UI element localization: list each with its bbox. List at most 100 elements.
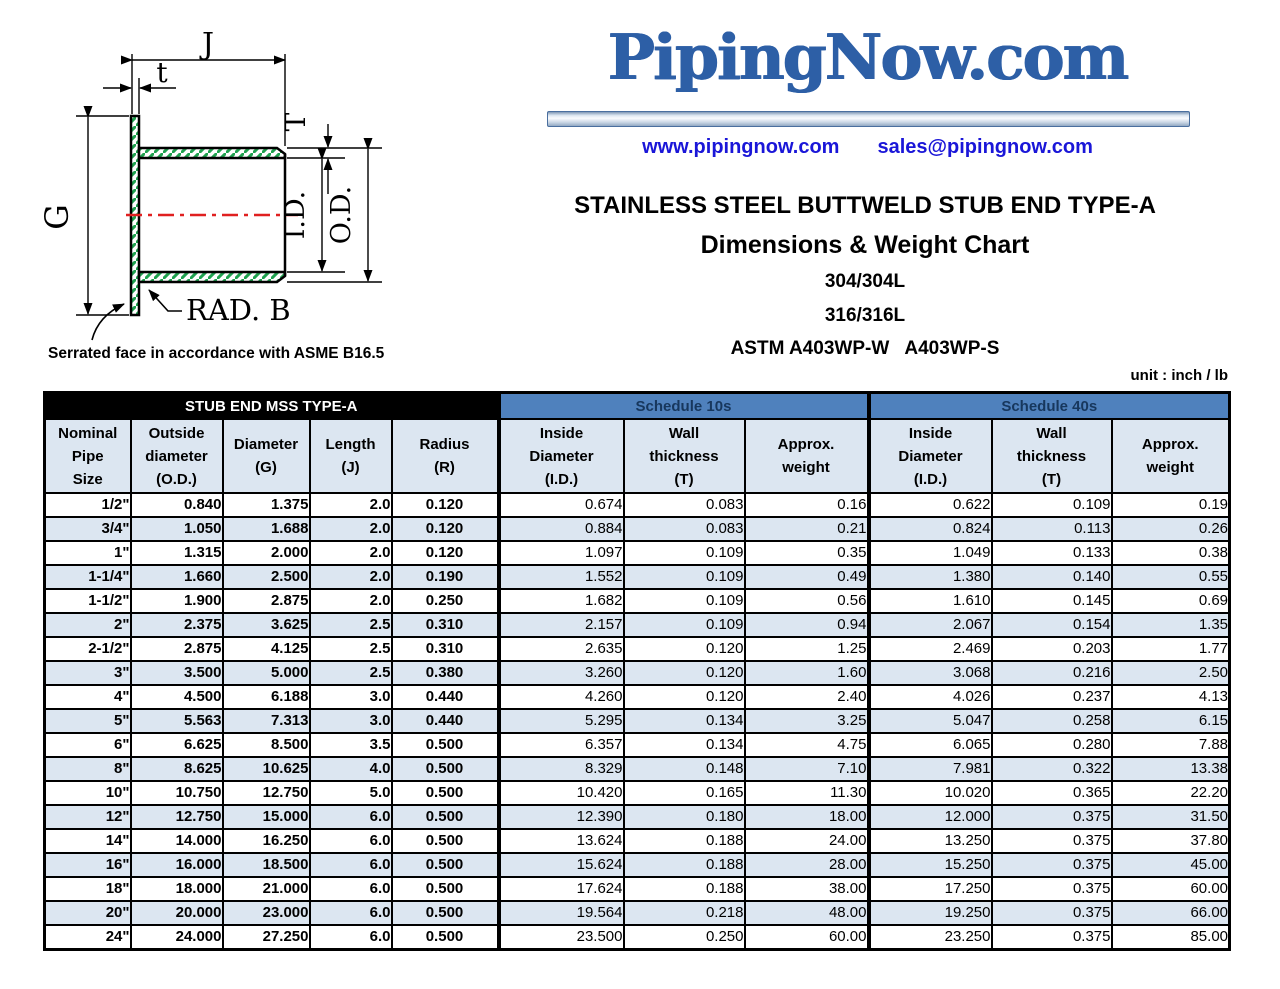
- page-subtitle: Dimensions & Weight Chart: [700, 231, 1030, 259]
- cell: 0.203: [990, 636, 1113, 662]
- cell: 4.125: [221, 636, 311, 662]
- pipe-graphic: [547, 111, 1190, 127]
- cell: 10.420: [496, 780, 625, 806]
- cell: 2.5: [308, 612, 393, 638]
- cell: 15.624: [496, 852, 625, 878]
- cell: 14.000: [129, 828, 224, 854]
- website-link[interactable]: www.pipingnow.com: [642, 136, 840, 158]
- cell: 5.047: [866, 708, 993, 734]
- table-row: 18" 18.000 21.000 6.0 0.500 17.624 0.188 38.00 1…: [43, 876, 1231, 902]
- cell: 0.55: [1110, 564, 1231, 590]
- cell: 1-1/4": [43, 564, 132, 590]
- cell: 2.067: [866, 612, 993, 638]
- cell: 0.218: [622, 900, 746, 926]
- stub-end-diagram: J t G T I.D.: [38, 27, 385, 362]
- cell: 0.500: [390, 852, 500, 878]
- dim-label-OD: O.D.: [326, 186, 357, 244]
- cell: 0.133: [990, 540, 1113, 566]
- cell: 0.365: [990, 780, 1113, 806]
- cell: 2": [43, 612, 132, 638]
- cell: 8.500: [221, 732, 311, 758]
- cell: 19.250: [866, 900, 993, 926]
- dim-J: [121, 54, 286, 146]
- email-link[interactable]: sales@pipingnow.com: [877, 136, 1093, 158]
- cell: 15.000: [221, 804, 311, 830]
- cell: 3.068: [866, 660, 993, 686]
- cell: 0.375: [990, 876, 1113, 902]
- table-row: 5" 5.563 7.313 3.0 0.440 5.295 0.134 3.25 5.047 0…: [43, 708, 1231, 734]
- cell: 8.625: [129, 756, 224, 782]
- cell: 0.500: [390, 756, 500, 782]
- cell: 0.500: [390, 804, 500, 830]
- column-header: Wall thickness (T): [990, 418, 1113, 494]
- contact-links: www.pipingnow.com sales@pipingnow.com: [545, 136, 1190, 159]
- cell: 0.190: [390, 564, 500, 590]
- column-header: Approx. weight: [1110, 418, 1231, 494]
- cell: 10": [43, 780, 132, 806]
- cell: 0.120: [622, 660, 746, 686]
- cell: 0.134: [622, 732, 746, 758]
- column-header: Approx. weight: [743, 418, 870, 494]
- cell: 3.25: [743, 708, 870, 734]
- astm-spec: ASTM A403WP-W A403WP-S: [730, 338, 1000, 359]
- rad-b-label: RAD. B: [186, 293, 291, 327]
- cell: 1.380: [866, 564, 993, 590]
- cell: 0.500: [390, 828, 500, 854]
- cell: 0.145: [990, 588, 1113, 614]
- cell: 0.49: [743, 564, 870, 590]
- column-header: Inside Diameter (I.D.): [496, 418, 625, 494]
- cell: 12": [43, 804, 132, 830]
- dim-t: [103, 78, 176, 114]
- cell: 0.165: [622, 780, 746, 806]
- cell: 5.295: [496, 708, 625, 734]
- cell: 2.875: [221, 588, 311, 614]
- cell: 66.00: [1110, 900, 1231, 926]
- cell: 7.313: [221, 708, 311, 734]
- cell: 0.250: [390, 588, 500, 614]
- cell: 20.000: [129, 900, 224, 926]
- cell: 2.50: [1110, 660, 1231, 686]
- cell: 0.180: [622, 804, 746, 830]
- cell: 13.250: [866, 828, 993, 854]
- cell: 0.500: [390, 780, 500, 806]
- cell: 1.097: [496, 540, 625, 566]
- cell: 0.500: [390, 900, 500, 926]
- cell: 1.25: [743, 636, 870, 662]
- table-row: 2-1/2" 2.875 4.125 2.5 0.310 2.635 0.120 1.25 2.…: [43, 636, 1231, 662]
- cell: 2.000: [221, 540, 311, 566]
- cell: 17.624: [496, 876, 625, 902]
- cell: 1.35: [1110, 612, 1231, 638]
- column-header: Length (J): [308, 418, 393, 494]
- cell: 1.049: [866, 540, 993, 566]
- stub-end-section: [126, 114, 298, 317]
- cell: 0.154: [990, 612, 1113, 638]
- dim-label-T: T: [279, 112, 312, 131]
- cell: 0.188: [622, 828, 746, 854]
- cell: 12.750: [129, 804, 224, 830]
- table-row: 4" 4.500 6.188 3.0 0.440 4.260 0.120 2.40 4.026 0…: [43, 684, 1231, 710]
- cell: 23.250: [866, 924, 993, 951]
- table-row: 1-1/4" 1.660 2.500 2.0 0.190 1.552 0.109 0.49 1.…: [43, 564, 1231, 590]
- cell: 15.250: [866, 852, 993, 878]
- cell: 3.260: [496, 660, 625, 686]
- cell: 8.329: [496, 756, 625, 782]
- cell: 0.884: [496, 516, 625, 542]
- table-row: 1" 1.315 2.000 2.0 0.120 1.097 0.109 0.35 1.049 0…: [43, 540, 1231, 566]
- cell: 0.083: [622, 492, 746, 518]
- cell: 16": [43, 852, 132, 878]
- cell: 0.188: [622, 876, 746, 902]
- table-row: 10" 10.750 12.750 5.0 0.500 10.420 0.165 11.30 1…: [43, 780, 1231, 806]
- cell: 2.0: [308, 492, 393, 518]
- cell: 14": [43, 828, 132, 854]
- cell: 0.69: [1110, 588, 1231, 614]
- cell: 16.250: [221, 828, 311, 854]
- cell: 20": [43, 900, 132, 926]
- cell: 0.16: [743, 492, 870, 518]
- cell: 7.10: [743, 756, 870, 782]
- cell: 13.624: [496, 828, 625, 854]
- cell: 0.21: [743, 516, 870, 542]
- column-header-row: Nominal Pipe Size Outside diameter (O.D.)…: [43, 418, 1231, 494]
- group-header-row: STUB END MSS TYPE-A Schedule 10s Schedule …: [43, 391, 1231, 420]
- cell: 1.660: [129, 564, 224, 590]
- cell: 1.552: [496, 564, 625, 590]
